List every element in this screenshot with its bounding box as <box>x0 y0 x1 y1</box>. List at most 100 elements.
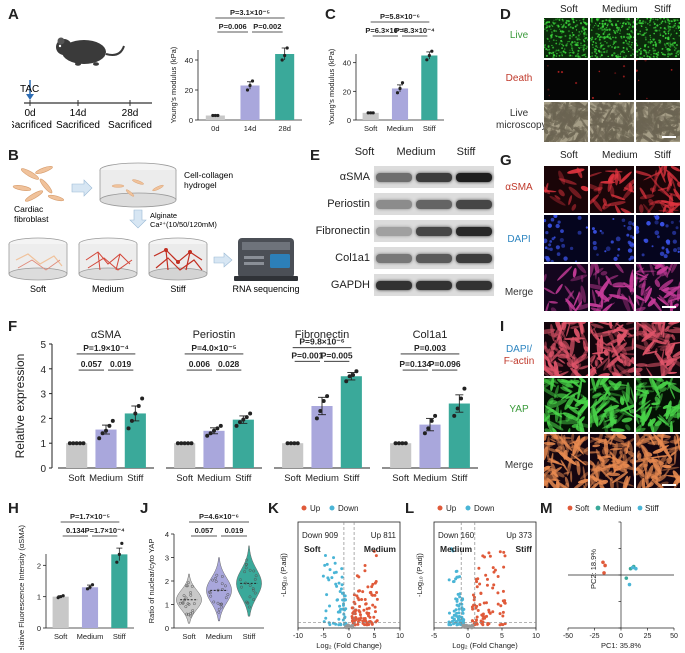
y-axis-label: Young's modulus (kPa) <box>327 48 336 125</box>
data-point <box>325 394 330 399</box>
plot-frame <box>433 521 537 629</box>
chart-j-yap-ratio: 0 1 2 3 4 Ratio of nuclear/cyto YAP Soft Medium… <box>147 512 264 641</box>
hydrogel-label-2: hydrogel <box>184 180 217 190</box>
legend-marker-down <box>465 505 471 511</box>
wb-col-medium: Medium <box>396 146 436 158</box>
y-tick-label: 0 <box>40 464 46 475</box>
y-tick-label: 2 <box>37 561 41 570</box>
data-point <box>485 583 489 587</box>
data-point <box>357 589 361 593</box>
y-axis-label: Relative Fluorescence Intensity (αSMA) <box>17 525 26 650</box>
data-point <box>460 602 464 606</box>
data-point <box>364 602 368 606</box>
bar <box>66 443 88 468</box>
x-tick-label: 5 <box>373 633 377 640</box>
data-point <box>244 581 248 585</box>
data-point <box>396 441 401 446</box>
data-point <box>214 580 218 583</box>
p-value-label: P=0.006 <box>219 22 247 31</box>
data-point <box>67 441 72 446</box>
data-point <box>352 619 356 623</box>
micrograph-tile <box>636 102 680 142</box>
data-point <box>361 619 365 623</box>
legend-marker-down <box>329 505 335 511</box>
data-point <box>447 611 451 615</box>
wb-row-label: Fibronectin <box>315 225 370 237</box>
wb-band <box>376 227 412 236</box>
x-tick-label: 0 <box>347 633 351 640</box>
x-axis-label: Log₂ (Fold Change) <box>452 641 518 650</box>
rnaseq-label: RNA sequencing <box>232 284 299 294</box>
right-group-label: Medium <box>364 544 397 554</box>
violin-shape <box>236 545 262 617</box>
stiff-dish-icon <box>148 237 208 281</box>
up-count-label: Up 811 <box>371 531 397 540</box>
x-tick-label: 25 <box>644 633 652 640</box>
data-point <box>340 575 344 579</box>
group-title: Col1a1 <box>413 330 448 341</box>
data-point <box>342 602 346 606</box>
data-point <box>339 623 343 627</box>
data-point-ns <box>462 625 465 629</box>
p-value-label: P=9.8×10⁻⁶ <box>299 337 344 347</box>
arrow-right-icon <box>71 179 93 197</box>
data-point <box>336 598 340 602</box>
x-tick-label: Soft <box>392 473 409 484</box>
p-value-label: 0.057 <box>195 526 214 535</box>
data-point <box>140 396 145 401</box>
microscopy-panel-d: Soft Medium Stiff <box>520 4 680 149</box>
data-point <box>182 594 186 598</box>
data-point <box>371 111 375 115</box>
micrograph-tile <box>544 378 588 432</box>
legend-marker-up <box>437 505 443 511</box>
data-point <box>372 549 376 553</box>
data-point <box>365 621 369 625</box>
row-label-live: Live <box>509 30 529 41</box>
data-point <box>502 550 506 554</box>
data-point <box>501 599 505 603</box>
data-point <box>295 441 300 446</box>
data-point <box>224 596 228 600</box>
scale-bar <box>662 306 676 308</box>
left-group-label: Medium <box>440 544 473 554</box>
data-point <box>243 570 247 574</box>
bar <box>362 112 379 120</box>
data-point <box>104 428 108 433</box>
data-point <box>502 565 506 569</box>
panel-letter-l: L <box>405 500 415 517</box>
data-point <box>458 595 462 599</box>
data-point <box>371 582 375 586</box>
data-point <box>355 594 359 598</box>
x-tick-label: 10 <box>396 633 404 640</box>
western-blot-panel: Soft Medium Stiff <box>310 146 500 316</box>
data-point <box>100 431 105 436</box>
y-axis-label: PC2: 18.9% <box>589 549 598 589</box>
x-tick-label: Stiff <box>451 473 468 484</box>
chart-a-youngs-modulus-tac: 0 20 40 Young's modulus (kPa) 0d 14d 28d P=3.1×… <box>169 8 302 133</box>
x-tick-label: 28d <box>278 124 291 133</box>
p-value-label: 0.019 <box>225 526 244 535</box>
data-point <box>449 547 453 551</box>
data-point <box>426 426 431 431</box>
data-point <box>189 441 194 446</box>
data-point <box>107 423 112 428</box>
legend-label-up: Up <box>446 504 457 513</box>
col-label-medium: Medium <box>602 150 638 161</box>
y-tick-label: 4 <box>40 365 46 376</box>
data-point <box>186 613 190 617</box>
microscopy-g-header: Soft Medium Stiff <box>520 150 680 164</box>
wb-band <box>416 200 452 209</box>
panel-letter-c: C <box>325 6 336 23</box>
data-point <box>375 591 379 595</box>
y-axis-label: -Log₁₀ (P.adj) <box>279 553 288 597</box>
data-point-ns <box>471 626 475 630</box>
data-point <box>398 86 402 91</box>
data-point <box>97 436 102 441</box>
data-point <box>252 569 256 573</box>
data-point <box>363 569 367 573</box>
data-point <box>450 616 454 620</box>
data-point <box>492 570 496 574</box>
data-point <box>251 588 255 592</box>
wb-col-soft: Soft <box>354 146 375 158</box>
data-point <box>110 418 115 423</box>
